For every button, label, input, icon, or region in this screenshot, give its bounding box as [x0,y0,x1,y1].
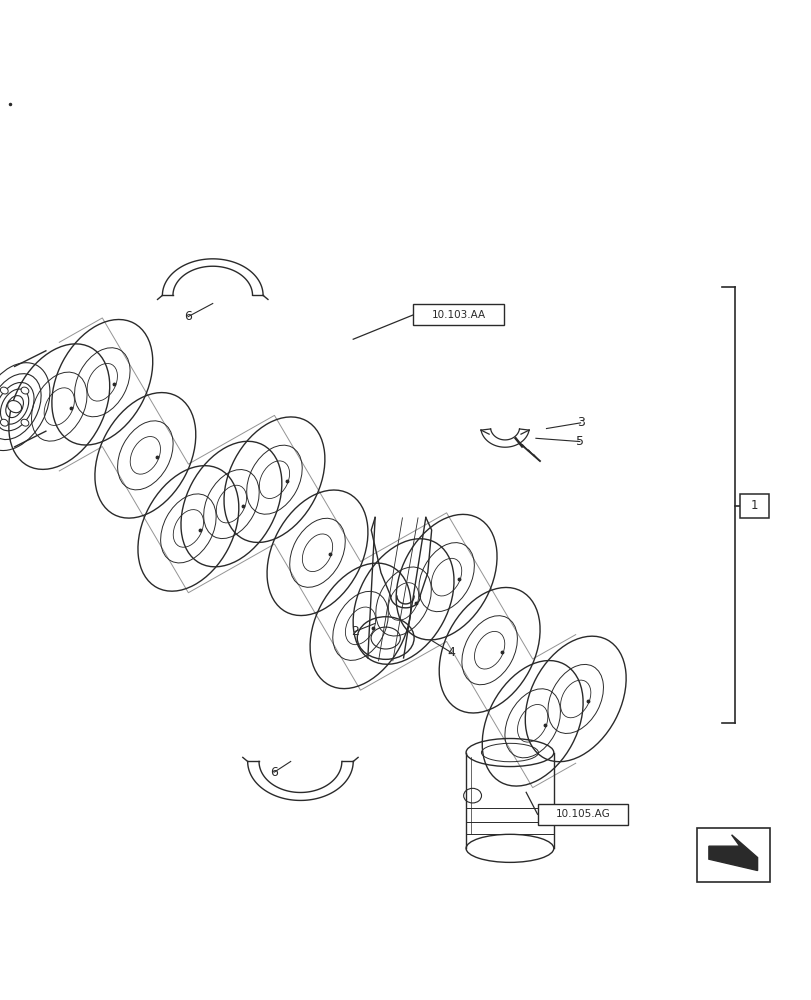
FancyBboxPatch shape [413,304,504,325]
Ellipse shape [0,387,8,394]
Text: 10.105.AG: 10.105.AG [555,809,610,819]
Ellipse shape [21,387,29,394]
Text: 3: 3 [576,416,584,429]
FancyBboxPatch shape [537,804,628,825]
Ellipse shape [0,419,8,426]
Text: 1: 1 [749,499,757,512]
Text: 2: 2 [350,625,358,638]
FancyBboxPatch shape [696,828,769,882]
FancyBboxPatch shape [739,494,768,518]
Ellipse shape [7,401,22,413]
Polygon shape [708,835,757,871]
Text: 5: 5 [575,435,583,448]
Text: 4: 4 [447,646,455,659]
Text: 6: 6 [184,310,192,323]
Ellipse shape [21,419,29,426]
Text: 10.103.AA: 10.103.AA [431,310,485,320]
Text: 6: 6 [270,766,278,779]
